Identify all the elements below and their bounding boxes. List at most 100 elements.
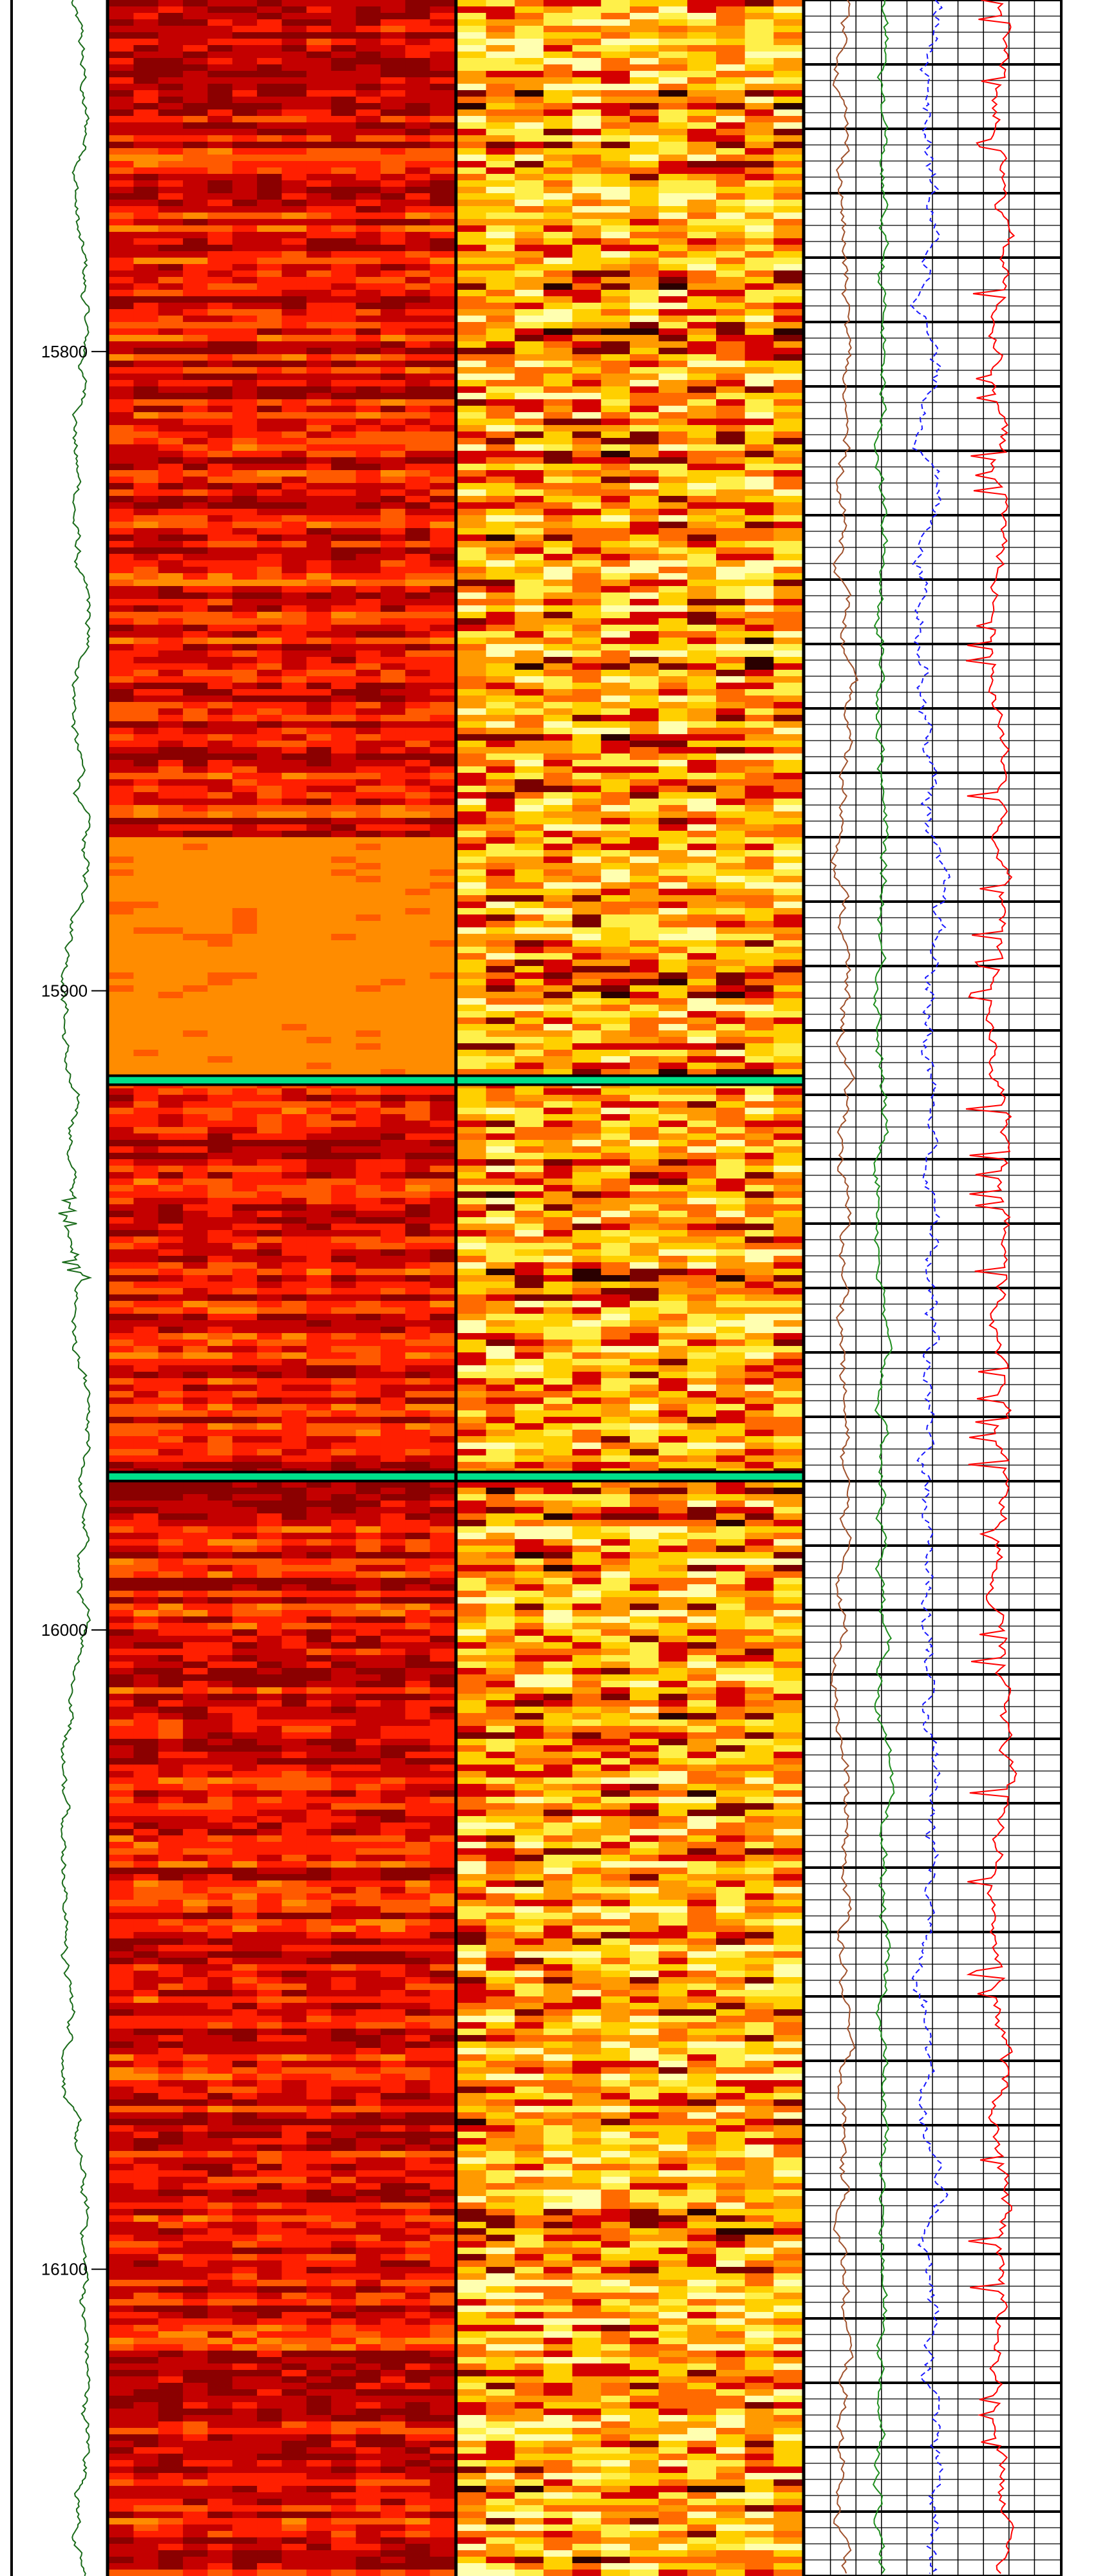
image-cell: [281, 1185, 307, 1192]
image-cell: [257, 502, 283, 509]
image-cell: [281, 2080, 307, 2087]
image-cell: [232, 992, 258, 999]
image-cell: [281, 1913, 307, 1920]
image-cell: [257, 348, 283, 355]
image-cell: [281, 676, 307, 683]
image-cell: [430, 1230, 455, 1237]
image-cell: [109, 1835, 134, 1842]
image-cell: [355, 921, 381, 928]
image-cell: [331, 1172, 357, 1179]
image-cell: [405, 541, 431, 548]
image-cell: [133, 863, 159, 870]
image-cell: [306, 876, 332, 883]
image-cell: [232, 245, 258, 252]
image-cell: [331, 979, 357, 986]
image-cell: [133, 2099, 159, 2107]
image-cell: [430, 393, 455, 400]
image-cell: [405, 509, 431, 516]
image-cell: [133, 161, 159, 168]
image-cell: [133, 1926, 159, 1933]
image-cell: [183, 1198, 209, 1205]
image-cell: [109, 1655, 134, 1662]
image-cell: [380, 811, 406, 819]
image-cell: [331, 1655, 357, 1662]
image-cell: [232, 914, 258, 922]
image-cell: [281, 438, 307, 445]
image-cell: [306, 496, 332, 503]
image-cell: [232, 1030, 258, 1037]
image-cell: [207, 979, 233, 986]
image-cell: [331, 1520, 357, 1527]
image-cell: [257, 1829, 283, 1836]
image-cell: [109, 1771, 134, 1778]
image-cell: [306, 167, 332, 175]
image-cell: [109, 193, 134, 200]
image-cell: [380, 934, 406, 941]
image-cell: [405, 1565, 431, 1572]
image-cell: [430, 1114, 455, 1121]
image-cell: [183, 245, 209, 252]
image-cell: [183, 354, 209, 361]
image-cell: [183, 1932, 209, 1939]
image-cell: [380, 1269, 406, 1276]
image-cell: [380, 1063, 406, 1070]
image-cell: [331, 1597, 357, 1604]
image-cell: [430, 290, 455, 297]
image-cell: [380, 1494, 406, 1501]
image-cell: [109, 1694, 134, 1701]
image-cell: [183, 1951, 209, 1958]
image-cell: [158, 638, 184, 645]
image-cell: [430, 71, 455, 78]
image-cell: [281, 109, 307, 117]
image-cell: [232, 477, 258, 484]
image-cell: [207, 213, 233, 220]
image-cell: [109, 1662, 134, 1669]
image-cell: [133, 663, 159, 670]
image-cell: [430, 1346, 455, 1353]
image-cell: [281, 1964, 307, 1971]
image-cell: [331, 2029, 357, 2036]
image-cell: [380, 328, 406, 336]
image-cell: [207, 1526, 233, 1533]
image-cell: [405, 1501, 431, 1508]
image-cell: [183, 1816, 209, 1823]
image-cell: [207, 1855, 233, 1862]
image-cell: [257, 225, 283, 232]
image-cell: [158, 1655, 184, 1662]
image-cell: [133, 1430, 159, 1437]
image-cell: [306, 1404, 332, 1411]
image-cell: [109, 322, 134, 329]
image-cell: [207, 2119, 233, 2126]
image-cell: [405, 251, 431, 258]
image-cell: [281, 650, 307, 658]
image-cell: [380, 1365, 406, 1372]
image-cell: [355, 1288, 381, 1295]
image-cell: [430, 1629, 455, 1636]
image-cell: [183, 1352, 209, 1359]
image-cell: [331, 882, 357, 889]
image-cell: [207, 193, 233, 200]
image-cell: [183, 1133, 209, 1141]
image-cell: [207, 522, 233, 529]
image-cell: [405, 483, 431, 490]
image-cell: [232, 1880, 258, 1888]
image-cell: [355, 1880, 381, 1888]
image-cell: [405, 1352, 431, 1359]
image-cell: [133, 657, 159, 664]
image-cell: [183, 1636, 209, 1643]
image-cell: [257, 1430, 283, 1437]
image-cell: [207, 238, 233, 245]
image-cell: [430, 1108, 455, 1115]
image-cell: [232, 1842, 258, 1849]
image-cell: [306, 522, 332, 529]
image-cell: [109, 1018, 134, 1025]
image-cell: [430, 612, 455, 619]
image-cell: [257, 863, 283, 870]
image-cell: [405, 1823, 431, 1830]
image-cell: [207, 1552, 233, 1559]
image-cell: [183, 960, 209, 967]
image-cell: [355, 902, 381, 909]
image-cell: [257, 1204, 283, 1211]
image-cell: [281, 1288, 307, 1295]
image-cell: [281, 741, 307, 748]
